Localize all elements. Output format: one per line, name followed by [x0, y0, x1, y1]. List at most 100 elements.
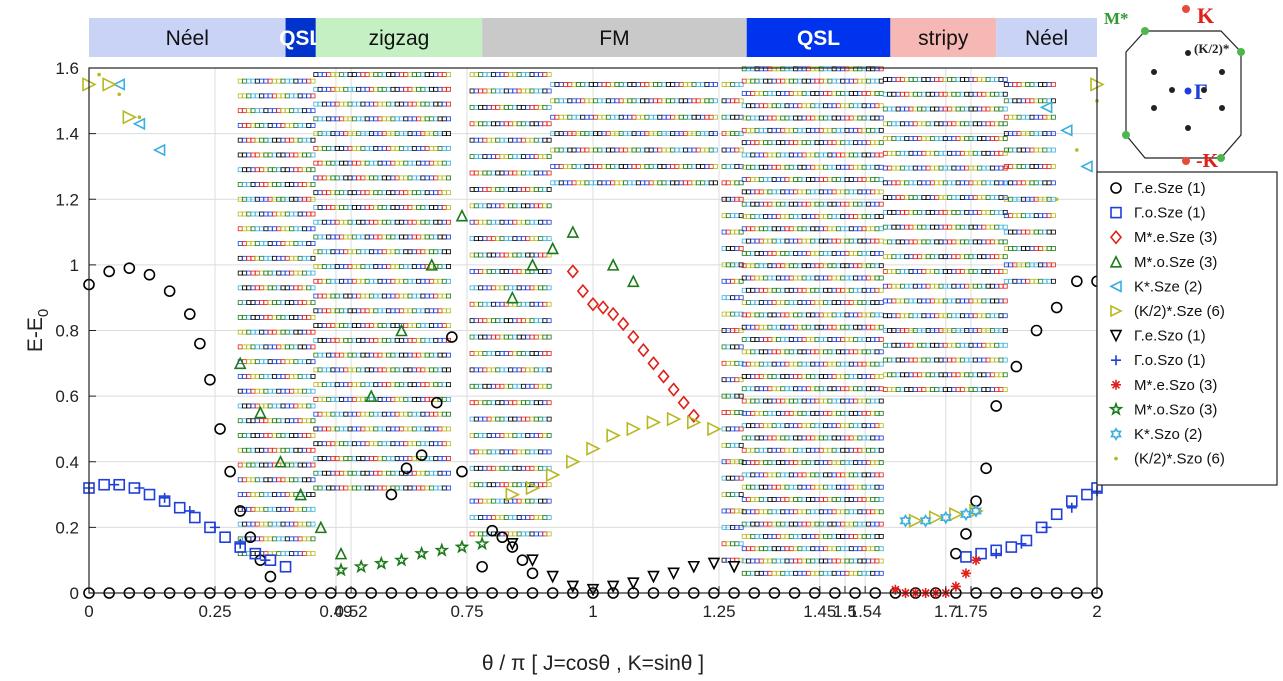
band-marker [351, 337, 357, 343]
band-marker [904, 165, 910, 171]
band-marker [878, 103, 884, 109]
band-marker [246, 167, 252, 173]
band-marker [763, 189, 769, 195]
band-marker [546, 203, 552, 209]
band-marker [289, 226, 295, 232]
band-marker [302, 137, 307, 143]
band-marker [788, 386, 794, 392]
band-marker [441, 352, 447, 358]
band-marker [482, 400, 488, 406]
band-marker [482, 252, 488, 258]
band-marker [942, 357, 948, 363]
band-marker [326, 470, 332, 476]
band-marker [310, 418, 316, 424]
band-marker [678, 98, 684, 104]
band-marker [302, 477, 307, 483]
band-marker [411, 397, 417, 402]
band-marker [960, 91, 965, 97]
band-marker [351, 145, 357, 151]
band-marker [870, 374, 876, 379]
x-tick-label: 1.5 [833, 602, 857, 621]
band-marker [516, 367, 522, 373]
band-marker [734, 180, 740, 186]
band-marker [985, 180, 991, 186]
band-marker [644, 114, 650, 120]
band-marker [955, 91, 961, 97]
band-marker [351, 456, 357, 461]
band-marker [831, 558, 837, 564]
band-marker [771, 164, 777, 170]
band-marker [917, 180, 922, 186]
band-marker [246, 93, 252, 99]
band-marker [491, 170, 496, 176]
band-marker [326, 352, 332, 358]
band-marker [424, 278, 430, 284]
band-marker [831, 263, 837, 269]
band-marker [381, 293, 387, 299]
band-marker [780, 558, 786, 564]
band-marker [904, 239, 910, 245]
band-marker [446, 323, 452, 328]
band-marker [964, 224, 970, 230]
band-marker [853, 546, 858, 552]
band-marker [831, 140, 837, 146]
band-marker [908, 165, 914, 171]
band-marker [848, 189, 854, 195]
band-marker [900, 239, 905, 245]
band-marker [887, 224, 893, 230]
band-marker [990, 91, 995, 97]
band-marker [767, 546, 773, 552]
band-marker [403, 382, 409, 388]
band-marker [390, 382, 396, 388]
band-marker [831, 361, 837, 367]
band-marker [416, 101, 422, 107]
band-marker [750, 398, 756, 404]
band-marker [280, 285, 286, 291]
band-marker [516, 351, 522, 356]
band-marker [373, 234, 379, 240]
band-marker [293, 137, 299, 143]
band-marker [670, 82, 676, 87]
band-marker [437, 72, 443, 77]
bz-point [1185, 50, 1191, 56]
band-marker [364, 367, 370, 373]
data-point [546, 570, 559, 584]
band-marker [840, 546, 846, 552]
band-marker [758, 189, 764, 195]
band-marker [364, 456, 370, 461]
band-marker [866, 570, 871, 576]
data-series [566, 264, 700, 424]
band-marker [495, 170, 501, 176]
band-marker [882, 150, 888, 156]
band-marker [478, 416, 484, 422]
band-marker [473, 515, 479, 520]
band-marker [310, 137, 316, 143]
band-marker [478, 482, 484, 488]
band-marker [904, 121, 910, 127]
band-marker [784, 361, 790, 367]
band-marker [381, 441, 387, 447]
band-marker [960, 342, 965, 348]
band-marker [272, 314, 277, 320]
band-marker [955, 254, 961, 260]
band-marker [486, 433, 492, 438]
band-marker [981, 357, 987, 363]
band-marker [623, 147, 628, 153]
band-marker [482, 515, 488, 520]
band-marker [725, 114, 731, 120]
band-marker [746, 226, 751, 232]
band-marker [754, 250, 760, 256]
band-marker [246, 108, 252, 114]
band-marker [1033, 114, 1039, 120]
band-marker [1021, 82, 1026, 87]
band-marker [831, 460, 837, 465]
band-marker [394, 160, 400, 166]
band-marker [972, 269, 978, 274]
band-marker [246, 314, 252, 320]
band-marker [814, 152, 820, 158]
band-marker [437, 426, 443, 432]
band-marker [343, 278, 349, 284]
band-marker [259, 374, 265, 379]
band-marker [780, 361, 786, 367]
band-marker [985, 91, 991, 97]
